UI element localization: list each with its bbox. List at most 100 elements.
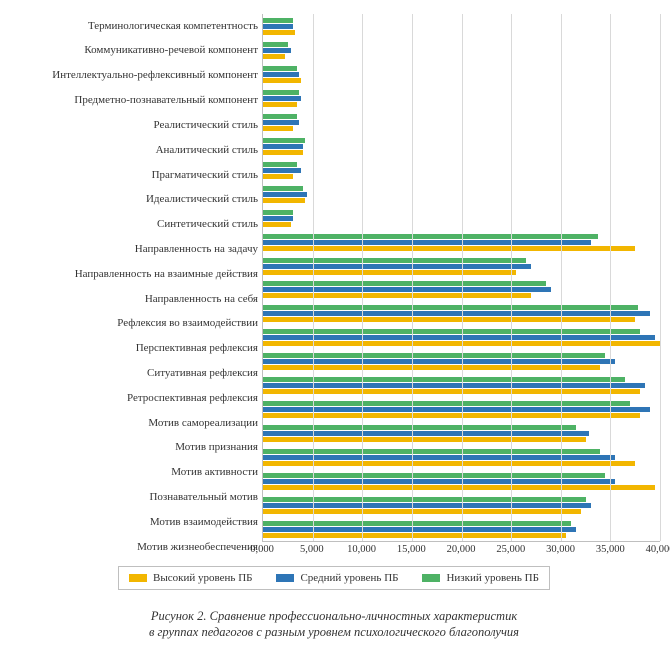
grid-line <box>362 14 363 541</box>
category-label: Перспективная рефлексия <box>8 337 258 361</box>
category-label: Рефлексия во взаимодействии <box>8 312 258 336</box>
bar-low <box>263 18 293 23</box>
legend-swatch <box>276 574 294 582</box>
bar-mid <box>263 168 301 173</box>
bar-high <box>263 293 531 298</box>
bar-low <box>263 114 297 119</box>
bar-low <box>263 521 571 526</box>
bar-low <box>263 473 605 478</box>
bar-low <box>263 401 630 406</box>
bar-high <box>263 246 635 251</box>
bar-mid <box>263 287 551 292</box>
category-label: Реалистический стиль <box>8 114 258 138</box>
legend-swatch <box>422 574 440 582</box>
x-axis-ticks: 0,0005,00010,00015,00020,00025,00030,000… <box>262 542 660 560</box>
category-label: Мотив активности <box>8 461 258 485</box>
grid-line <box>511 14 512 541</box>
legend: Высокий уровень ПБСредний уровень ПБНизк… <box>118 566 550 590</box>
bar-mid <box>263 48 291 53</box>
bar-high <box>263 437 586 442</box>
bar-high <box>263 413 640 418</box>
grid-line <box>412 14 413 541</box>
chart-area: Терминологическая компетентностьКоммуник… <box>8 14 660 560</box>
grid-line <box>610 14 611 541</box>
legend-label: Средний уровень ПБ <box>300 572 398 584</box>
bar-high <box>263 270 516 275</box>
category-label: Коммуникативно-речевой компонент <box>8 39 258 63</box>
x-tick-label: 0,000 <box>250 544 274 555</box>
bar-low <box>263 162 297 167</box>
category-label: Ситуативная рефлексия <box>8 362 258 386</box>
bar-mid <box>263 96 301 101</box>
bar-high <box>263 126 293 131</box>
category-label: Интеллектуально-рефлексивный компонент <box>8 64 258 88</box>
bar-mid <box>263 72 299 77</box>
bar-high <box>263 317 635 322</box>
bar-high <box>263 30 295 35</box>
category-label: Направленность на себя <box>8 287 258 311</box>
legend-item-mid: Средний уровень ПБ <box>276 572 398 584</box>
bar-low <box>263 66 297 71</box>
x-tick-label: 35,000 <box>596 544 625 555</box>
bar-low <box>263 425 576 430</box>
plot <box>262 14 660 542</box>
category-label: Направленность на задачу <box>8 238 258 262</box>
bar-low <box>263 497 586 502</box>
bar-low <box>263 90 299 95</box>
y-axis-labels: Терминологическая компетентностьКоммуник… <box>8 14 262 560</box>
x-tick-label: 40,000 <box>646 544 670 555</box>
bar-mid <box>263 455 615 460</box>
bar-low <box>263 258 526 263</box>
legend-item-low: Низкий уровень ПБ <box>422 572 538 584</box>
caption-line-2: в группах педагогов с разным уровнем пси… <box>149 625 519 639</box>
bar-low <box>263 353 605 358</box>
figure-caption: Рисунок 2. Сравнение профессионально-лич… <box>8 608 660 641</box>
category-label: Мотив признания <box>8 436 258 460</box>
bar-high <box>263 222 291 227</box>
grid-line <box>660 14 661 541</box>
bar-low <box>263 210 293 215</box>
bar-low <box>263 42 288 47</box>
bar-high <box>263 54 285 59</box>
bar-low <box>263 329 640 334</box>
bar-mid <box>263 192 307 197</box>
bar-mid <box>263 216 293 221</box>
caption-line-1: Рисунок 2. Сравнение профессионально-лич… <box>151 609 517 623</box>
bar-mid <box>263 24 293 29</box>
legend-label: Низкий уровень ПБ <box>446 572 538 584</box>
bar-low <box>263 186 303 191</box>
bar-high <box>263 78 301 83</box>
bar-mid <box>263 479 615 484</box>
bar-high <box>263 509 581 514</box>
bar-mid <box>263 144 303 149</box>
category-label: Аналитический стиль <box>8 138 258 162</box>
bar-low <box>263 305 638 310</box>
bar-high <box>263 102 297 107</box>
x-tick-label: 25,000 <box>496 544 525 555</box>
bar-high <box>263 198 305 203</box>
grid-line <box>313 14 314 541</box>
bar-mid <box>263 120 299 125</box>
category-label: Идеалистический стиль <box>8 188 258 212</box>
bar-low <box>263 138 305 143</box>
category-label: Прагматический стиль <box>8 163 258 187</box>
bar-high <box>263 150 303 155</box>
bar-mid <box>263 527 576 532</box>
bar-high <box>263 174 293 179</box>
page: Терминологическая компетентностьКоммуник… <box>0 0 670 665</box>
category-label: Познавательный мотив <box>8 486 258 510</box>
plot-wrap: 0,0005,00010,00015,00020,00025,00030,000… <box>262 14 660 560</box>
category-label: Синтетический стиль <box>8 213 258 237</box>
x-tick-label: 5,000 <box>300 544 324 555</box>
bar-mid <box>263 383 645 388</box>
bar-mid <box>263 407 650 412</box>
category-label: Мотив жизнеобеспечения <box>8 535 258 559</box>
grid-line <box>462 14 463 541</box>
bar-mid <box>263 335 655 340</box>
bar-low <box>263 377 625 382</box>
x-tick-label: 15,000 <box>397 544 426 555</box>
x-tick-label: 10,000 <box>347 544 376 555</box>
bar-high <box>263 533 566 538</box>
category-label: Предметно-познавательный компонент <box>8 89 258 113</box>
category-label: Терминологическая компетентность <box>8 14 258 38</box>
